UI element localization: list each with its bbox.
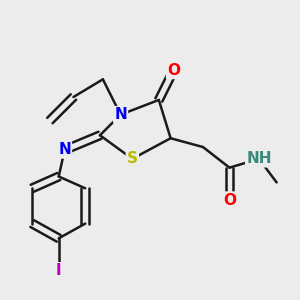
Text: N: N xyxy=(58,142,71,158)
Text: N: N xyxy=(114,107,127,122)
Text: I: I xyxy=(56,263,61,278)
Text: O: O xyxy=(223,193,236,208)
Text: O: O xyxy=(167,63,180,78)
Text: S: S xyxy=(127,151,138,166)
Text: NH: NH xyxy=(246,151,272,166)
